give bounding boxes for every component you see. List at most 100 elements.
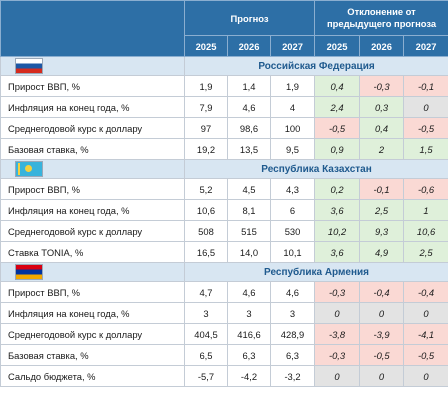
deviation-value: 9,3: [359, 220, 405, 242]
country-flag-cell: [0, 159, 185, 179]
year-header: 2025: [184, 35, 228, 57]
country-row: Республика Казахстан: [0, 159, 448, 179]
forecast-value: 508: [184, 220, 228, 242]
country-name: Республика Армения: [183, 262, 448, 282]
deviation-value: 0: [403, 365, 448, 387]
kazakhstan-flag-icon: [15, 161, 43, 177]
forecast-value: -3,2: [269, 365, 316, 387]
forecast-value: 515: [227, 220, 271, 242]
forecast-value: 10,1: [269, 241, 316, 263]
deviation-value: -4,1: [403, 323, 448, 345]
country-row: Республика Армения: [0, 262, 448, 282]
forecast-value: 6,3: [269, 344, 316, 366]
deviation-value: 2,5: [359, 199, 405, 221]
indicator-row: Инфляция на конец года, % 10,6 8,1 6 3,6 2,5 1: [0, 199, 448, 221]
indicator-row: Сальдо бюджета, % -5,7 -4,2 -3,2 0 0 0: [0, 365, 448, 387]
forecast-value: 10,6: [184, 199, 228, 221]
forecast-value: 404,5: [184, 323, 228, 345]
forecast-value: 13,5: [227, 138, 271, 160]
deviation-value: 1: [403, 199, 448, 221]
indicator-row: Прирост ВВП, % 4,7 4,6 4,6 -0,3 -0,4 -0,4: [0, 281, 448, 303]
indicator-label: Среднегодовой курс к доллару: [0, 117, 185, 139]
deviation-value: 0: [359, 365, 405, 387]
indicator-row: Среднегодовой курс к доллару 508 515 530 10,…: [0, 220, 448, 242]
forecast-value: 1,9: [269, 75, 316, 97]
forecast-value: 100: [269, 117, 316, 139]
deviation-value: 0,2: [314, 178, 361, 200]
indicator-label: Прирост ВВП, %: [0, 75, 185, 97]
forecast-value: 3: [184, 302, 228, 324]
forecast-value: 428,9: [269, 323, 316, 345]
deviation-value: 2: [359, 138, 405, 160]
deviation-value: -0,5: [403, 117, 448, 139]
deviation-value: 3,6: [314, 199, 361, 221]
header-row-top: Прогноз Отклонение от предыдущего прогно…: [0, 0, 448, 57]
indicator-label: Базовая ставка, %: [0, 344, 185, 366]
deviation-value: -0,3: [314, 281, 361, 303]
year-header: 2027: [269, 35, 316, 57]
forecast-value: 1,9: [184, 75, 228, 97]
deviation-value: -0,5: [359, 344, 405, 366]
indicator-label: Прирост ВВП, %: [0, 281, 185, 303]
forecast-value: 3: [227, 302, 271, 324]
deviation-header: Отклонение от предыдущего прогноза: [314, 0, 448, 36]
forecast-value: 5,2: [184, 178, 228, 200]
indicator-row: Среднегодовой курс к доллару 404,5 416,6 42…: [0, 323, 448, 345]
indicator-row: Прирост ВВП, % 5,2 4,5 4,3 0,2 -0,1 -0,6: [0, 178, 448, 200]
year-header: 2025: [314, 35, 361, 57]
year-header: 2027: [403, 35, 448, 57]
deviation-value: -0,5: [314, 117, 361, 139]
indicator-row: Базовая ставка, % 6,5 6,3 6,3 -0,3 -0,5 -0,5: [0, 344, 448, 366]
country-flag-cell: [0, 262, 185, 282]
indicator-row: Ставка TONIA, % 16,5 14,0 10,1 3,6 4,9 2,5: [0, 241, 448, 263]
forecast-value: 98,6: [227, 117, 271, 139]
deviation-value: 0,3: [359, 96, 405, 118]
deviation-value: 10,6: [403, 220, 448, 242]
indicator-label: Инфляция на конец года, %: [0, 302, 185, 324]
forecast-table: Прогноз Отклонение от предыдущего прогно…: [0, 0, 448, 387]
deviation-value: -0,1: [359, 178, 405, 200]
forecast-value: 16,5: [184, 241, 228, 263]
deviation-value: -0,3: [314, 344, 361, 366]
indicator-row: Инфляция на конец года, % 7,9 4,6 4 2,4 0,3 0: [0, 96, 448, 118]
country-name: Российская Федерация: [183, 56, 448, 76]
forecast-value: 416,6: [227, 323, 271, 345]
deviation-value: 0,9: [314, 138, 361, 160]
forecast-value: 1,4: [227, 75, 271, 97]
deviation-value: 0,4: [359, 117, 405, 139]
forecast-value: 7,9: [184, 96, 228, 118]
forecast-value: 4: [269, 96, 316, 118]
deviation-value: 3,6: [314, 241, 361, 263]
forecast-value: 4,6: [269, 281, 316, 303]
deviation-value: 0: [403, 302, 448, 324]
armenia-flag-icon: [15, 264, 43, 280]
deviation-value: 0,4: [314, 75, 361, 97]
indicator-label: Ставка TONIA, %: [0, 241, 185, 263]
forecast-value: -4,2: [227, 365, 271, 387]
indicator-row: Инфляция на конец года, % 3 3 3 0 0 0: [0, 302, 448, 324]
indicator-label: Среднегодовой курс к доллару: [0, 323, 185, 345]
deviation-value: -0,1: [403, 75, 448, 97]
deviation-value: -0,5: [403, 344, 448, 366]
indicator-row: Среднегодовой курс к доллару 97 98,6 100 -0,…: [0, 117, 448, 139]
forecast-value: 4,3: [269, 178, 316, 200]
deviation-value: 4,9: [359, 241, 405, 263]
forecast-header: Прогноз: [183, 0, 316, 36]
deviation-value: 0: [403, 96, 448, 118]
russia-flag-icon: [15, 58, 43, 74]
indicator-label: Сальдо бюджета, %: [0, 365, 185, 387]
header-corner: [0, 0, 185, 57]
indicator-label: Прирост ВВП, %: [0, 178, 185, 200]
deviation-value: 1,5: [403, 138, 448, 160]
country-row: Российская Федерация: [0, 56, 448, 76]
deviation-value: -3,9: [359, 323, 405, 345]
indicator-label: Инфляция на конец года, %: [0, 199, 185, 221]
forecast-value: 4,5: [227, 178, 271, 200]
forecast-value: 6,3: [227, 344, 271, 366]
year-header: 2026: [359, 35, 405, 57]
forecast-value: 4,6: [227, 96, 271, 118]
forecast-value: 9,5: [269, 138, 316, 160]
forecast-value: 530: [269, 220, 316, 242]
indicator-row: Базовая ставка, % 19,2 13,5 9,5 0,9 2 1,5: [0, 138, 448, 160]
deviation-value: 0: [359, 302, 405, 324]
